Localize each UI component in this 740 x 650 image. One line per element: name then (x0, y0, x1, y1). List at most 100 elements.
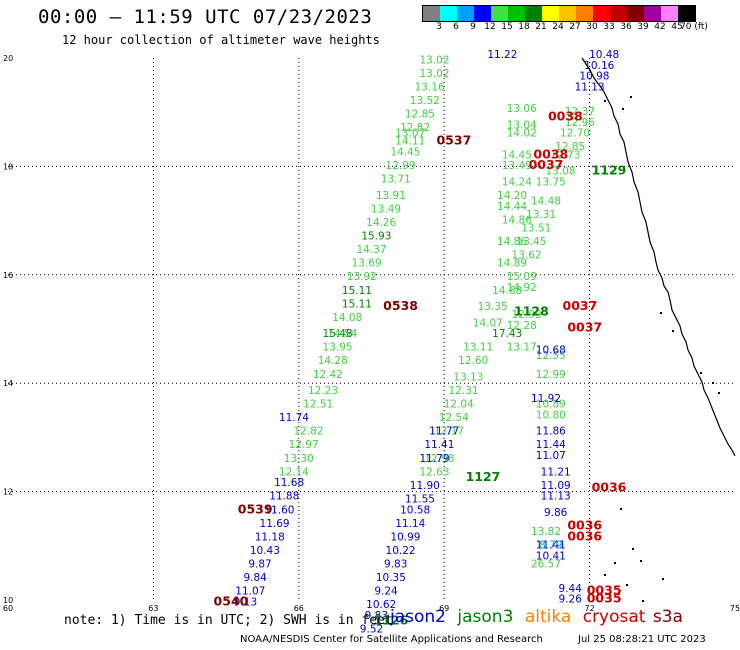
wave-height-label: 14.08 (332, 312, 362, 324)
scale-swatch (610, 6, 627, 21)
x-tick-label: 63 (148, 604, 158, 613)
time-marker: 0035 (587, 583, 622, 598)
wave-height-label: 13.13 (453, 371, 483, 383)
wave-height-label: 9.26 (559, 594, 583, 606)
wave-height-label: 13.07 (395, 128, 425, 140)
wave-height-label: 14.45 (390, 147, 420, 159)
time-marker: 0539 (238, 501, 273, 516)
scale-swatch (525, 6, 542, 21)
wave-height-label: 10.41 (536, 550, 566, 562)
scale-swatch (661, 6, 678, 21)
wave-height-label: 14.44 (497, 201, 527, 213)
wave-height-label: 14.07 (473, 317, 503, 329)
wave-height-label: 12.99 (512, 309, 542, 321)
wave-height-label: 14.37 (356, 244, 386, 256)
scale-label: 6 (453, 22, 459, 32)
wave-height-label: 14.48 (531, 195, 561, 207)
wave-height-label: 11.68 (274, 477, 304, 489)
scale-swatch (644, 6, 661, 21)
coastline (581, 57, 736, 457)
wave-height-label: 12.98 (424, 453, 454, 465)
x-tick-label: 69 (439, 604, 449, 613)
time-marker: 0036 (567, 518, 602, 533)
time-marker: 1126 (373, 612, 408, 627)
scale-swatch (491, 6, 508, 21)
wave-height-label: 9.86 (544, 507, 568, 519)
wave-height-label: 12.63 (419, 466, 449, 478)
scale-swatch (576, 6, 593, 21)
scale-label: 15 (501, 22, 513, 32)
wave-height-label: 12.99 (386, 160, 416, 172)
credit-line: NOAA/NESDIS Center for Satellite Applica… (240, 634, 543, 645)
legend-altika: altika (524, 607, 572, 627)
wave-height-label: 13.16 (415, 82, 445, 94)
map-grid: 60 63 66 69 72 75 20 18 16 14 12 10 (3, 54, 740, 613)
scale-swatch (457, 6, 474, 21)
wave-height-label: 15.11 (342, 285, 372, 297)
wave-height-label: 13.71 (381, 174, 411, 186)
time-marker: 0037 (563, 298, 598, 313)
wave-height-label: 14.86 (497, 236, 527, 248)
wave-height-label: 11.60 (264, 504, 294, 516)
wave-height-label: 14.24 (502, 176, 532, 188)
wave-height-label: 11.86 (536, 426, 566, 438)
wave-height-label: 11.79 (419, 453, 449, 465)
wave-height-label: 13.02 (419, 68, 449, 80)
x-tick-label: 60 (3, 604, 13, 613)
wave-height-label: 13.95 (323, 342, 353, 354)
wave-height-label: 12.70 (560, 128, 590, 140)
wave-height-label: 13.92 (347, 271, 377, 283)
wave-height-label: 10.16 (584, 60, 614, 72)
wave-height-label: 14.86 (502, 214, 532, 226)
wave-height-label: 14.92 (507, 282, 537, 294)
scale-swatch (474, 6, 491, 21)
wave-height-label: 12.55 (536, 350, 566, 362)
wave-height-label: 11.21 (541, 466, 571, 478)
wave-height-label: 13.62 (512, 250, 542, 262)
wave-height-label: 11.13 (541, 491, 571, 503)
wave-height-label: 13.02 (419, 54, 449, 66)
wave-height-label: 11.92 (531, 393, 561, 405)
islands (604, 96, 720, 602)
y-tick-label: 10 (3, 596, 13, 605)
wave-height-label: 9.87 (248, 558, 271, 570)
legend-s3a: s3a (652, 607, 683, 627)
wave-height-label: 11.07 (235, 586, 265, 598)
wave-height-label: 12.42 (313, 369, 343, 381)
wave-height-label: 11.41 (424, 439, 454, 451)
scale-label: 70 (ft) (680, 22, 708, 32)
x-tick-label: 72 (585, 604, 595, 613)
wave-height-label: 11.09 (541, 480, 571, 492)
wave-height-label: 12.96 (565, 117, 595, 129)
scale-label: 18 (518, 22, 530, 32)
scale-label: 36 (620, 22, 632, 32)
scale-label: 33 (603, 22, 615, 32)
wave-height-label: 13.04 (507, 119, 537, 131)
scale-label: 42 (654, 22, 666, 32)
scale-swatch (559, 6, 576, 21)
chart-subtitle: 12 hour collection of altimeter wave hei… (62, 33, 380, 47)
scale-label: 9 (470, 22, 476, 32)
wave-height-label: 13.06 (507, 103, 537, 115)
y-tick-label: 18 (3, 162, 13, 171)
wave-height-label: 9.52 (360, 624, 383, 636)
wave-height-label: 14.89 (497, 258, 527, 270)
wave-height-label: 13.82 (531, 526, 561, 538)
wave-height-label: 9.83 (384, 558, 407, 570)
y-tick-label: 20 (3, 54, 13, 63)
scale-swatch (508, 6, 525, 21)
wave-height-label: 13.49 (502, 160, 532, 172)
wave-height-label: 13.45 (516, 236, 546, 248)
wave-height-label: 13.51 (521, 222, 551, 234)
wave-height-label: 11.22 (487, 49, 517, 61)
time-marker: 0038 (533, 146, 568, 161)
footer-note: note: 1) Time is in UTC; 2) SWH is in fe… (64, 613, 393, 628)
time-marker: 0540 (214, 593, 249, 608)
y-tick-label: 14 (3, 379, 13, 388)
wave-height-label: 11.88 (269, 491, 299, 503)
scale-label: 21 (535, 22, 547, 32)
wave-height-label: 11.90 (410, 480, 440, 492)
time-marker: 0038 (548, 108, 583, 123)
time-marker: 1129 (592, 163, 627, 178)
